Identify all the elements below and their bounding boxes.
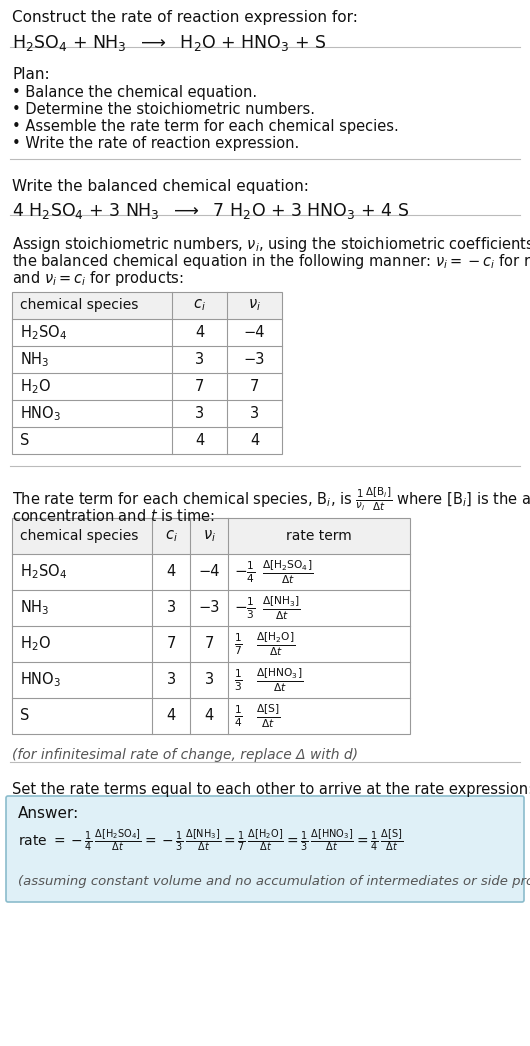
Text: rate $= -\frac{1}{4}\,\frac{\Delta[\mathrm{H_2SO_4}]}{\Delta t} = -\frac{1}{3}\,: rate $= -\frac{1}{4}\,\frac{\Delta[\math… [18, 827, 403, 852]
Text: $\frac{\Delta[\mathrm{S}]}{\Delta t}$: $\frac{\Delta[\mathrm{S}]}{\Delta t}$ [256, 702, 280, 730]
Text: Plan:: Plan: [12, 67, 50, 82]
Text: • Assemble the rate term for each chemical species.: • Assemble the rate term for each chemic… [12, 119, 399, 134]
Text: 4: 4 [195, 433, 204, 448]
Text: • Balance the chemical equation.: • Balance the chemical equation. [12, 85, 257, 100]
Text: 4: 4 [166, 565, 175, 579]
Text: S: S [20, 433, 29, 448]
Text: 3: 3 [205, 673, 214, 687]
Text: concentration and $t$ is time:: concentration and $t$ is time: [12, 508, 215, 524]
Text: $\frac{1}{3}$: $\frac{1}{3}$ [234, 667, 243, 692]
Text: NH$_3$: NH$_3$ [20, 350, 49, 369]
Text: −3: −3 [198, 600, 220, 615]
Text: 7: 7 [204, 637, 214, 652]
Text: The rate term for each chemical species, B$_i$, is $\frac{1}{\nu_i}\frac{\Delta[: The rate term for each chemical species,… [12, 486, 530, 514]
Text: 3: 3 [166, 673, 175, 687]
Text: 3: 3 [195, 406, 204, 420]
Text: −4: −4 [244, 325, 265, 340]
Text: the balanced chemical equation in the following manner: $\nu_i = -c_i$ for react: the balanced chemical equation in the fo… [12, 252, 530, 271]
Text: $c_i$: $c_i$ [165, 528, 178, 544]
Text: 3: 3 [166, 600, 175, 615]
Text: S: S [20, 708, 29, 724]
Text: H$_2$SO$_4$ + NH$_3$  $\longrightarrow$  H$_2$O + HNO$_3$ + S: H$_2$SO$_4$ + NH$_3$ $\longrightarrow$ H… [12, 33, 326, 53]
Text: 4: 4 [250, 433, 259, 448]
Text: rate term: rate term [286, 529, 352, 543]
Text: Assign stoichiometric numbers, $\nu_i$, using the stoichiometric coefficients, $: Assign stoichiometric numbers, $\nu_i$, … [12, 235, 530, 254]
Text: 7: 7 [250, 379, 259, 394]
Text: H$_2$O: H$_2$O [20, 635, 51, 654]
Text: −4: −4 [198, 565, 220, 579]
Text: Write the balanced chemical equation:: Write the balanced chemical equation: [12, 179, 309, 194]
Text: $-\frac{1}{3}$: $-\frac{1}{3}$ [234, 595, 255, 620]
FancyBboxPatch shape [6, 796, 524, 902]
Text: and $\nu_i = c_i$ for products:: and $\nu_i = c_i$ for products: [12, 269, 184, 288]
Text: $\frac{\Delta[\mathrm{NH_3}]}{\Delta t}$: $\frac{\Delta[\mathrm{NH_3}]}{\Delta t}$ [262, 594, 301, 621]
Text: NH$_3$: NH$_3$ [20, 598, 49, 617]
Text: • Determine the stoichiometric numbers.: • Determine the stoichiometric numbers. [12, 103, 315, 117]
Bar [12, 518, 410, 554]
Text: $\frac{\Delta[\mathrm{HNO_3}]}{\Delta t}$: $\frac{\Delta[\mathrm{HNO_3}]}{\Delta t}… [256, 666, 303, 693]
Text: 3: 3 [250, 406, 259, 420]
Text: $\frac{1}{4}$: $\frac{1}{4}$ [234, 703, 243, 729]
Text: H$_2$O: H$_2$O [20, 378, 51, 395]
Text: $\frac{1}{7}$: $\frac{1}{7}$ [234, 631, 243, 657]
Text: 4 H$_2$SO$_4$ + 3 NH$_3$  $\longrightarrow$  7 H$_2$O + 3 HNO$_3$ + 4 S: 4 H$_2$SO$_4$ + 3 NH$_3$ $\longrightarro… [12, 201, 409, 221]
Text: $\nu_i$: $\nu_i$ [248, 298, 261, 314]
Text: $-\frac{1}{4}$: $-\frac{1}{4}$ [234, 560, 255, 585]
Text: Answer:: Answer: [18, 806, 80, 821]
Text: Set the rate terms equal to each other to arrive at the rate expression:: Set the rate terms equal to each other t… [12, 782, 530, 797]
Bar [12, 292, 282, 319]
Text: $\frac{\Delta[\mathrm{H_2O}]}{\Delta t}$: $\frac{\Delta[\mathrm{H_2O}]}{\Delta t}$ [256, 630, 295, 658]
Text: (for infinitesimal rate of change, replace Δ with d): (for infinitesimal rate of change, repla… [12, 748, 358, 761]
Text: H$_2$SO$_4$: H$_2$SO$_4$ [20, 563, 67, 582]
Text: chemical species: chemical species [20, 529, 138, 543]
Text: chemical species: chemical species [20, 298, 138, 313]
Text: HNO$_3$: HNO$_3$ [20, 404, 61, 423]
Text: 3: 3 [195, 353, 204, 367]
Bar [12, 518, 410, 734]
Text: $c_i$: $c_i$ [193, 298, 206, 314]
Text: $\frac{\Delta[\mathrm{H_2SO_4}]}{\Delta t}$: $\frac{\Delta[\mathrm{H_2SO_4}]}{\Delta … [262, 559, 313, 586]
Text: 7: 7 [195, 379, 204, 394]
Text: HNO$_3$: HNO$_3$ [20, 670, 61, 689]
Text: 4: 4 [205, 708, 214, 724]
Text: −3: −3 [244, 353, 265, 367]
Text: 7: 7 [166, 637, 175, 652]
Text: 4: 4 [166, 708, 175, 724]
Text: • Write the rate of reaction expression.: • Write the rate of reaction expression. [12, 136, 299, 151]
Text: Construct the rate of reaction expression for:: Construct the rate of reaction expressio… [12, 10, 358, 25]
Bar [12, 292, 282, 454]
Text: (assuming constant volume and no accumulation of intermediates or side products): (assuming constant volume and no accumul… [18, 876, 530, 888]
Text: H$_2$SO$_4$: H$_2$SO$_4$ [20, 323, 67, 342]
Text: 4: 4 [195, 325, 204, 340]
Text: $\nu_i$: $\nu_i$ [202, 528, 216, 544]
